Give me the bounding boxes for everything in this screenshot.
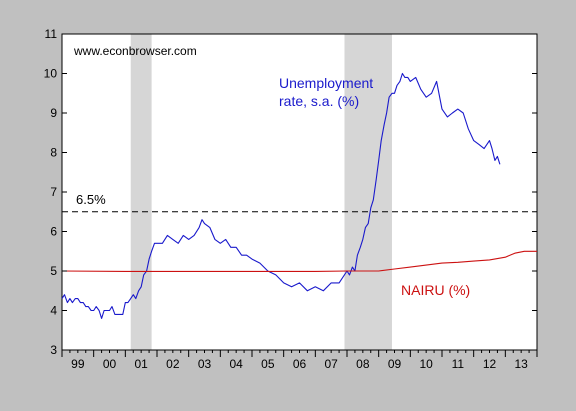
x-tick-label: 13: [514, 357, 528, 371]
axes: 3 4 5 6 7 8 9 10 11 99 00 01 02 03 04 05 06 07 08 09 10 11 12 1…: [44, 27, 538, 371]
y-tick-label: 3: [50, 343, 57, 357]
series-line-unemployment: [61, 72, 501, 319]
x-tick-label: 04: [229, 357, 243, 371]
x-tick-label: 11: [452, 357, 465, 371]
y-tick-label: 8: [50, 146, 57, 160]
recession-band-2: [344, 34, 392, 350]
x-tick-label: 05: [261, 357, 275, 371]
annotations: 6.5% Unemployment rate, s.a. (%) NAIRU (%): [76, 75, 470, 298]
x-tick-label: 03: [198, 357, 212, 371]
x-tick-label: 01: [134, 357, 148, 371]
x-tick-label: 06: [293, 357, 307, 371]
x-tick-label: 00: [103, 357, 117, 371]
y-tick-label: 10: [44, 67, 58, 81]
unemployment-series-label: Unemployment: [279, 75, 373, 91]
nairu-series-label: NAIRU (%): [401, 282, 470, 298]
y-tick-label: 5: [50, 264, 57, 278]
y-tick-label: 6: [50, 225, 57, 239]
recession-band-1: [130, 34, 152, 350]
y-tick-label: 9: [50, 106, 57, 120]
reference-line-label: 6.5%: [76, 192, 106, 207]
y-tick-label: 7: [50, 185, 57, 199]
watermark: www.econbrowser.com: [73, 44, 197, 58]
y-tick-label: 4: [50, 304, 57, 318]
x-tick-label: 10: [419, 357, 433, 371]
series-line-nairu: [61, 250, 537, 272]
x-tick-label: 07: [324, 357, 338, 371]
x-tick-label: 99: [71, 357, 85, 371]
unemployment-series-label: rate, s.a. (%): [279, 93, 359, 109]
y-tick-label: 11: [45, 27, 58, 41]
x-tick-label: 12: [483, 357, 497, 371]
x-tick-label: 02: [166, 357, 180, 371]
x-tick-label: 08: [356, 357, 370, 371]
series-group: [61, 72, 537, 319]
x-tick-label: 09: [388, 357, 402, 371]
